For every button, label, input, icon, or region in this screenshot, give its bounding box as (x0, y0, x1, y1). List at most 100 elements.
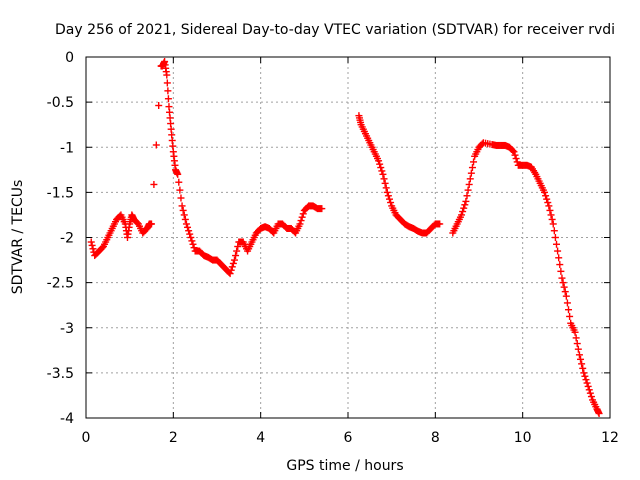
data-point (87, 238, 95, 246)
data-point (585, 386, 593, 394)
data-point (575, 351, 583, 359)
data-point (379, 170, 387, 178)
data-point (579, 364, 587, 372)
data-point (384, 192, 392, 200)
data-point (583, 379, 591, 387)
data-point (175, 178, 183, 186)
data-point (163, 79, 171, 87)
data-point (556, 261, 564, 269)
data-point (458, 211, 466, 219)
y-tick-label: 0 (65, 50, 74, 66)
data-point (565, 306, 573, 314)
data-point (584, 382, 592, 390)
data-point (89, 245, 97, 253)
data-point (164, 87, 172, 95)
data-point (582, 376, 590, 384)
data-point (188, 237, 196, 245)
data-point (595, 409, 603, 417)
y-tick-label: -2 (60, 231, 74, 247)
data-point (164, 95, 172, 103)
data-point (385, 195, 393, 203)
data-point (543, 195, 551, 203)
data-point (563, 299, 571, 307)
data-point (545, 202, 553, 210)
data-point (544, 199, 552, 207)
data-point (551, 234, 559, 241)
data-point (460, 204, 468, 212)
data-point (549, 220, 557, 228)
data-point (163, 71, 171, 79)
data-point (566, 312, 574, 320)
data-point (462, 197, 470, 205)
data-point (189, 240, 197, 248)
data-point (148, 220, 155, 228)
data-point (580, 369, 588, 377)
y-axis-title: SDTVAR / TECUs (10, 180, 26, 295)
data-point (177, 194, 185, 202)
data-point (557, 267, 565, 275)
x-tick-label: 0 (82, 430, 91, 446)
y-tick-label: -3 (60, 321, 74, 337)
data-point (297, 217, 305, 225)
data-point (184, 223, 192, 231)
chart-title: Day 256 of 2021, Sidereal Day-to-day VTE… (55, 22, 615, 38)
y-tick-label: -2.5 (47, 276, 74, 292)
data-point (586, 389, 594, 397)
data-point (226, 270, 234, 278)
data-point (186, 230, 194, 238)
data-point (574, 345, 582, 353)
data-point (383, 188, 391, 196)
data-point (387, 199, 395, 207)
data-point (578, 360, 586, 368)
data-point (559, 279, 567, 287)
x-ticks: 0 2 4 6 8 10 12 (82, 57, 619, 446)
data-point (377, 164, 385, 172)
data-point (176, 186, 184, 194)
data-point (509, 147, 517, 155)
data-point (467, 169, 475, 177)
y-tick-label: -4 (60, 411, 74, 427)
data-point (468, 164, 476, 172)
data-point (547, 211, 555, 219)
data-point (382, 184, 390, 192)
data-point (546, 206, 554, 214)
data-point (577, 355, 585, 363)
data-point (561, 288, 569, 296)
data-point (185, 227, 193, 235)
data-point (232, 252, 240, 260)
data-point (571, 328, 579, 336)
data-point (465, 180, 473, 188)
data-point (155, 102, 163, 110)
y-tick-label: -3.5 (47, 366, 74, 382)
data-point (182, 220, 190, 228)
x-tick-label: 4 (256, 430, 265, 446)
data-point (541, 188, 548, 196)
data-point (562, 292, 570, 300)
data-point (296, 220, 304, 228)
data-point (227, 266, 235, 274)
data-point (573, 340, 581, 348)
data-point (152, 141, 160, 149)
data-point (553, 240, 561, 248)
data-point (378, 167, 386, 175)
data-point (228, 263, 236, 271)
data-point (436, 220, 444, 228)
data-point (380, 175, 388, 183)
data-point (229, 259, 237, 267)
data-point (512, 155, 520, 163)
data-point (548, 215, 556, 223)
data-point (298, 213, 306, 221)
data-point (554, 247, 562, 255)
x-tick-label: 10 (514, 430, 532, 446)
data-point (88, 241, 96, 249)
y-tick-label: -1.5 (47, 185, 74, 201)
data-point (572, 334, 580, 342)
data-point (470, 158, 478, 166)
data-point (466, 175, 474, 183)
data-point (511, 151, 519, 159)
data-point (381, 179, 389, 187)
x-tick-label: 12 (601, 430, 619, 446)
data-point (510, 148, 518, 156)
data-series (87, 58, 603, 417)
